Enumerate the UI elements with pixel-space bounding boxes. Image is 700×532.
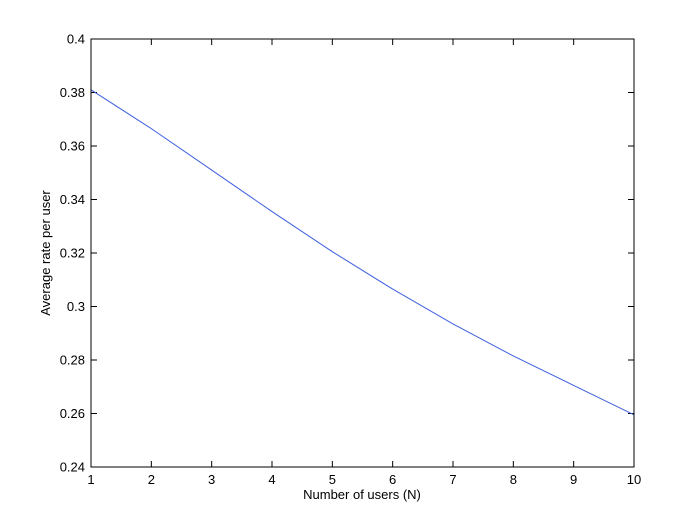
y-tick-label: 0.34 (60, 192, 85, 207)
x-tick-label: 10 (627, 472, 641, 487)
y-tick-label: 0.26 (60, 406, 85, 421)
y-tick-label: 0.3 (67, 299, 85, 314)
x-tick-label: 1 (87, 472, 94, 487)
x-tick-label: 9 (570, 472, 577, 487)
y-tick-label: 0.24 (60, 460, 85, 475)
y-tick-label: 0.36 (60, 139, 85, 154)
y-tick-label: 0.28 (60, 353, 85, 368)
axes-frame (90, 38, 635, 468)
y-tick-label: 0.38 (60, 85, 85, 100)
y-tick-label: 0.4 (67, 32, 85, 47)
x-tick-label: 4 (268, 472, 275, 487)
x-tick-label: 3 (208, 472, 215, 487)
y-axis-label: Average rate per user (38, 190, 53, 316)
x-tick-label: 6 (389, 472, 396, 487)
y-tick-label: 0.32 (60, 246, 85, 261)
x-tick-label: 8 (510, 472, 517, 487)
plot-area (91, 39, 634, 467)
x-tick-label: 5 (329, 472, 336, 487)
series-line-0 (90, 89, 635, 416)
x-tick-label: 7 (449, 472, 456, 487)
x-axis-label: Number of users (N) (303, 487, 421, 502)
x-tick-label: 2 (148, 472, 155, 487)
